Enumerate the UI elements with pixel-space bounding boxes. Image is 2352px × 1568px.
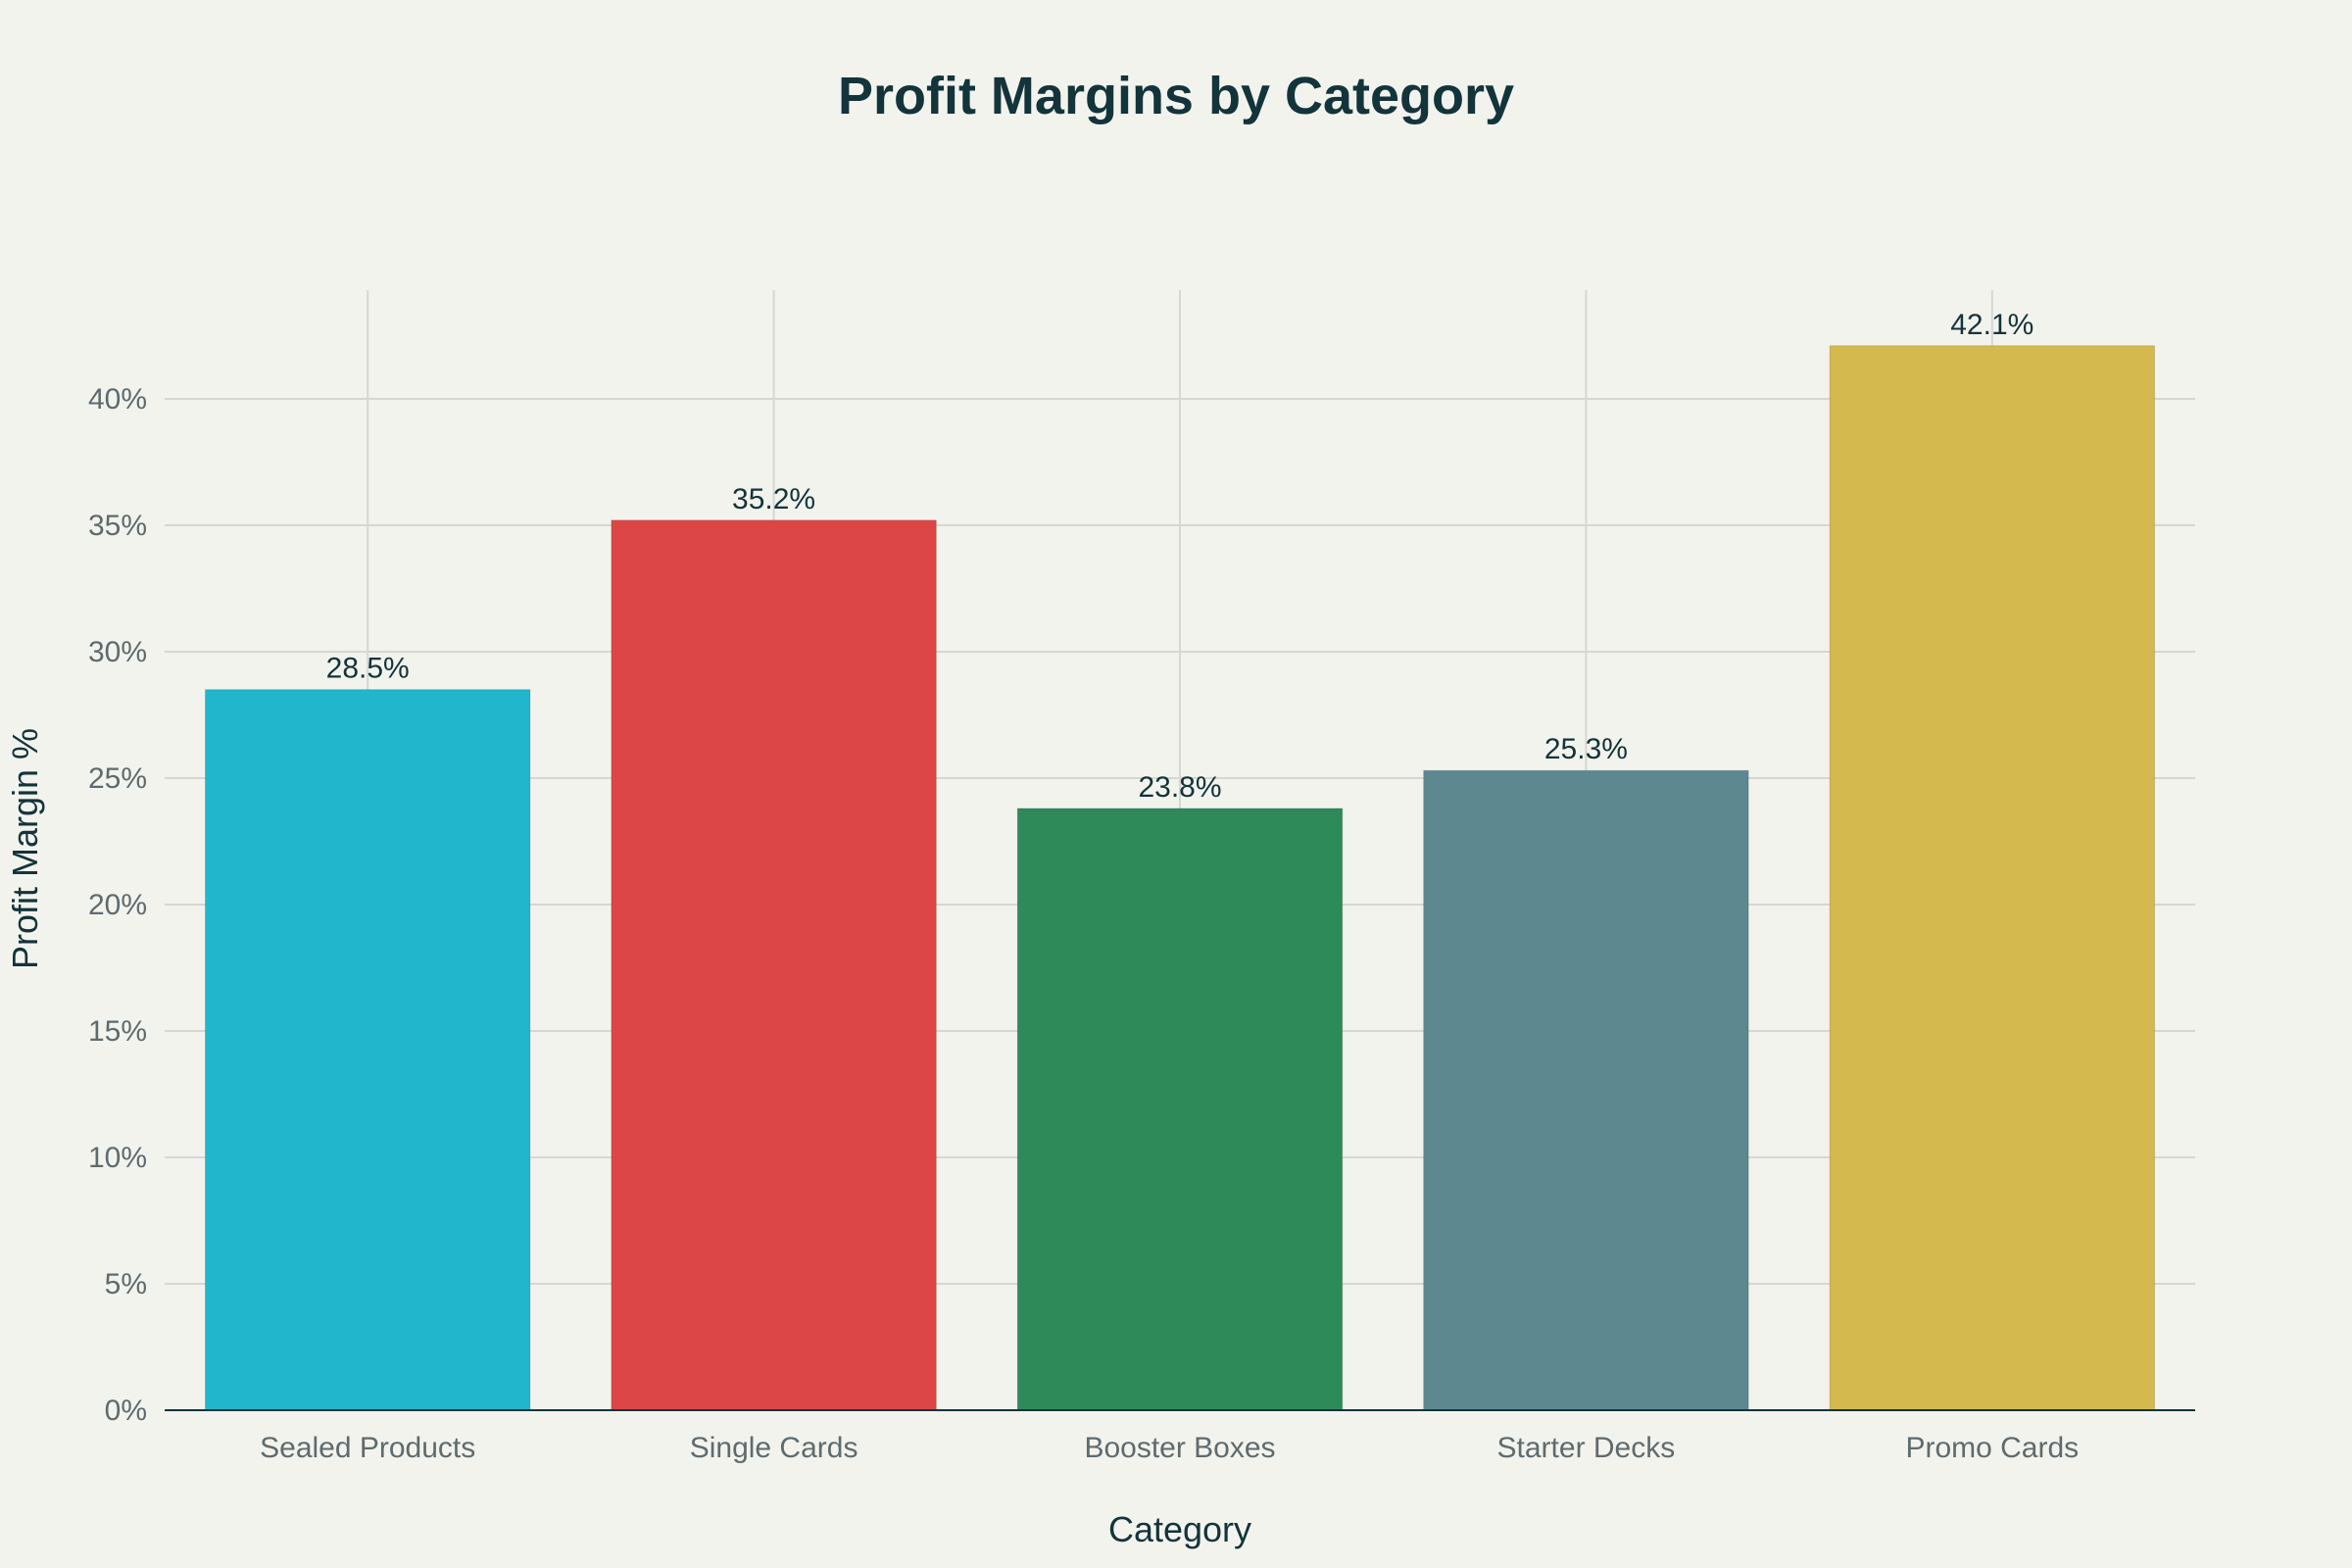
y-tick-label: 30% [88,636,147,668]
x-tick-label: Sealed Products [260,1432,475,1464]
y-tick-label: 10% [88,1142,147,1174]
x-axis-title: Category [1108,1509,1251,1549]
y-tick-label: 40% [88,383,147,416]
y-tick-labels: 0% 5% 10% 15% 20% 25% 30% 35% 40% [88,383,147,1427]
bar [1423,769,1749,1411]
y-axis-title: Profit Margin % [5,728,45,969]
data-label-layer: 28.5% 35.2% 23.8% 25.3% 42.1% [326,309,2034,804]
bar [1829,345,2156,1411]
bar [611,519,937,1411]
bar-value-label: 23.8% [1138,771,1221,804]
y-tick-label: 35% [88,510,147,542]
bar-value-label: 42.1% [1950,309,2034,341]
y-tick-label: 15% [88,1015,147,1048]
x-tick-label: Booster Boxes [1084,1432,1275,1464]
bar-layer [204,345,2156,1411]
bar-value-label: 35.2% [732,483,815,515]
y-tick-label: 0% [105,1395,147,1427]
y-tick-label: 5% [105,1268,147,1300]
x-tick-labels: Sealed Products Single Cards Booster Boxes… [260,1432,2079,1464]
bar-value-label: 25.3% [1544,733,1628,765]
bar [204,689,531,1411]
x-tick-label: Starter Decks [1497,1432,1676,1464]
y-tick-label: 20% [88,889,147,921]
x-tick-label: Single Cards [690,1432,858,1464]
bar [1016,808,1344,1411]
x-tick-label: Promo Cards [1905,1432,2079,1464]
bar-value-label: 28.5% [326,653,410,685]
chart-title: Profit Margins by Category [838,67,1514,125]
y-tick-label: 25% [88,762,147,795]
